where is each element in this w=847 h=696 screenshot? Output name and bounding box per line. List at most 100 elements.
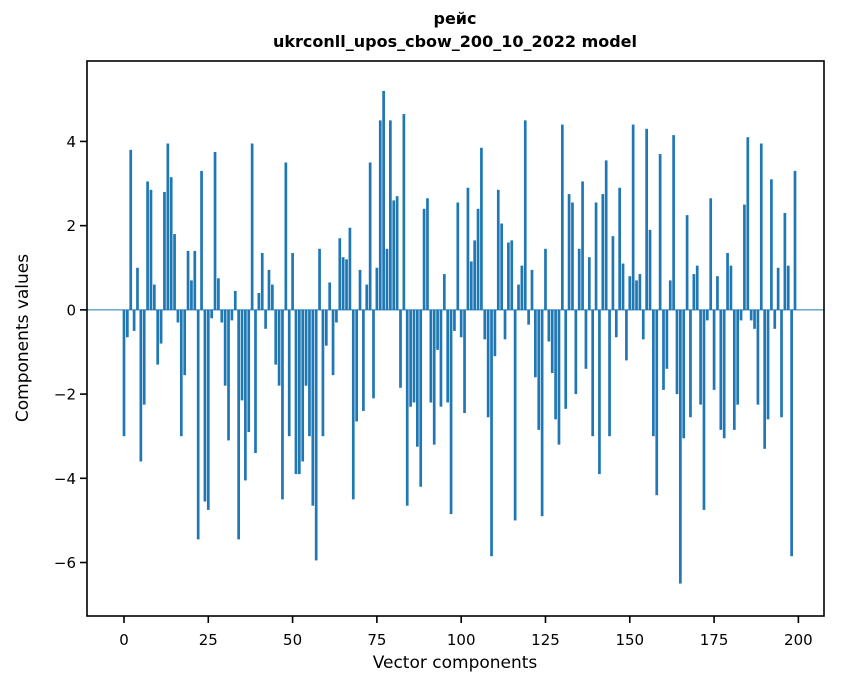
bar [507,242,510,310]
bar [399,309,402,388]
bar [645,128,648,310]
bar [449,309,453,515]
bar [318,248,321,310]
bar [503,309,507,340]
bar [679,309,682,584]
bar [534,309,537,378]
bar [560,124,564,310]
bar [722,309,726,439]
bar [699,309,702,405]
bar [419,309,423,487]
bar [496,189,500,310]
bar [439,309,443,407]
bar [709,198,713,310]
bar [136,267,139,310]
bar [412,309,416,403]
bar [564,309,568,409]
x-tick-label: 150 [615,631,644,649]
bar [510,240,514,310]
bar [635,280,638,310]
bar [621,263,625,310]
bar [139,309,143,462]
bar [591,309,595,437]
bar [271,284,274,310]
bar [436,309,439,350]
bar [442,274,446,310]
bar [577,248,581,310]
bar [382,90,385,310]
bar [358,269,362,310]
bar [345,259,348,310]
bar [638,274,642,310]
bar [689,309,692,418]
bar [321,309,325,437]
bar [732,309,736,430]
bar [355,309,358,422]
bar [432,309,436,445]
bar [365,284,369,310]
x-tick-label: 50 [283,631,302,649]
bar [486,309,490,418]
bar [547,309,551,342]
bar [146,181,149,310]
bar [780,309,783,418]
bar [658,154,662,310]
bar [183,309,187,376]
x-tick-label: 25 [199,631,218,649]
bar [264,309,267,329]
bar [179,309,183,437]
bar [456,202,460,310]
bar [490,309,493,557]
bar [254,309,257,454]
bar [790,309,793,557]
y-tick-label: 4 [66,133,76,151]
bar [466,187,470,310]
bar [169,177,173,310]
plot-area [86,60,825,617]
y-tick-label: −6 [54,554,76,572]
bar [389,120,392,310]
bar [520,265,524,310]
bar [513,309,517,521]
bar [584,309,588,369]
bar [230,309,234,321]
x-tick-label: 100 [447,631,476,649]
bar [348,227,352,310]
bar [240,309,244,401]
bar [756,309,760,405]
bar [672,135,675,310]
bar [281,309,284,500]
y-tick-label: −2 [54,386,76,404]
y-axis-ticks: −6 −4 −2 0 2 4 [54,133,87,572]
bar [446,309,450,403]
bar [517,284,520,310]
bar [786,265,790,310]
bar [574,309,578,395]
bar [405,309,409,506]
bar [308,309,311,437]
bar [476,208,480,310]
bar [453,309,456,331]
bar [719,309,723,430]
bar [301,309,305,462]
bar [227,309,230,441]
bar [372,309,375,399]
bar [378,120,382,310]
bar [159,309,163,344]
bar [594,202,598,310]
bar [362,309,365,411]
bar [260,253,264,310]
bar [257,293,261,310]
bar [675,309,679,395]
bar [726,253,729,310]
bar [716,276,719,310]
bar [537,309,541,430]
x-tick-label: 200 [784,631,813,649]
bar [176,309,180,323]
bar [554,309,557,420]
bar [196,309,200,540]
bar [705,309,709,321]
bar [277,309,281,386]
